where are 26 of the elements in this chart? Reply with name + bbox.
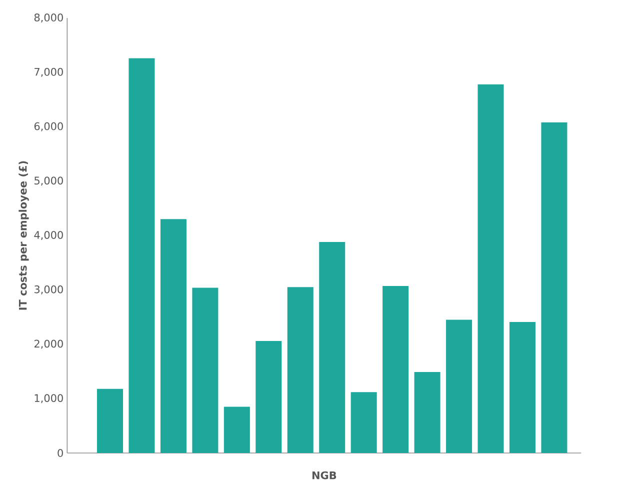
bar	[192, 288, 218, 453]
bar	[541, 122, 568, 453]
bar	[128, 58, 155, 453]
y-tick-label: 6,000	[34, 122, 63, 132]
bar	[256, 340, 282, 453]
bar	[319, 242, 346, 453]
y-axis-title: IT costs per employee (£)	[18, 161, 29, 310]
y-tick-label: 1,000	[34, 394, 63, 404]
bar	[224, 406, 250, 453]
y-tick-label: 3,000	[34, 285, 63, 294]
bar	[446, 320, 472, 453]
y-tick-label: 5,000	[34, 176, 63, 186]
y-tick-label: 0	[58, 449, 63, 457]
bar	[478, 84, 504, 453]
bar	[509, 322, 536, 453]
x-axis-title: NGB	[312, 471, 336, 480]
bar	[287, 287, 314, 453]
bar	[160, 219, 186, 453]
y-tick-label: 2,000	[34, 340, 63, 349]
bar	[97, 388, 124, 453]
y-tick-label: 4,000	[34, 231, 63, 240]
y-tick-label: 7,000	[34, 68, 63, 77]
bar	[350, 392, 377, 453]
bar	[382, 286, 409, 453]
y-tick-label: 8,000	[34, 14, 63, 22]
bar	[414, 372, 440, 453]
